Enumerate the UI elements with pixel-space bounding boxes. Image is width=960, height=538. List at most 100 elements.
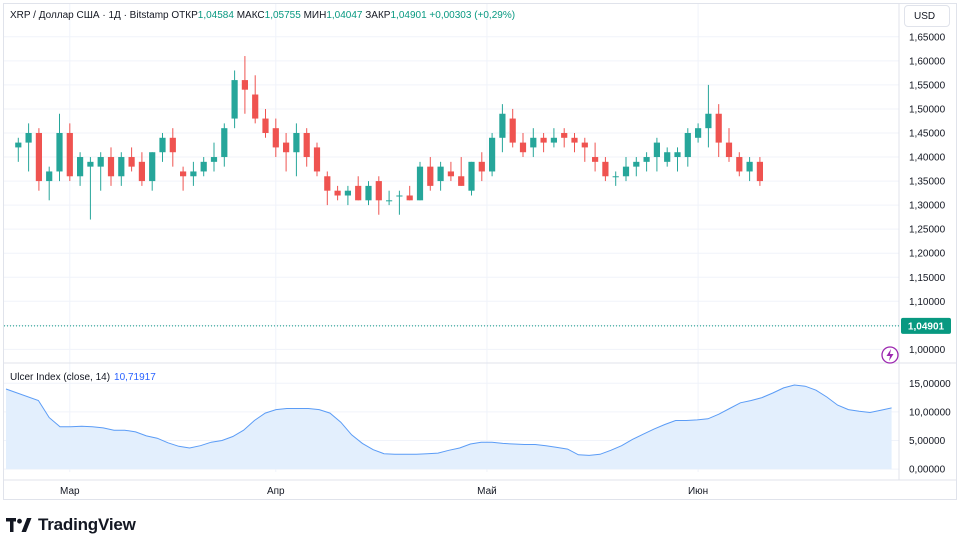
indicator-axis-tick: 15,00000 [909, 379, 951, 390]
candle-body [530, 137, 537, 148]
price-axis-tick: 1,15000 [909, 273, 946, 284]
indicator-axis-tick: 0,00000 [909, 465, 946, 476]
last-price-label: 1,04901 [908, 321, 945, 332]
price-axis-tick: 1,10000 [909, 297, 946, 308]
candle-body [437, 166, 444, 182]
candle-body [128, 157, 135, 167]
candle-body [241, 80, 248, 90]
candle-body [190, 171, 197, 177]
price-axis-tick: 1,20000 [909, 249, 946, 260]
price-axis-tick: 1,40000 [909, 153, 946, 164]
candle-body [107, 157, 115, 177]
candle-body [313, 147, 321, 172]
candle-body [293, 132, 300, 153]
candle-body [468, 161, 475, 191]
candle-body [540, 137, 547, 143]
candle-body [602, 161, 609, 177]
low-value: 1,04047 [326, 10, 363, 21]
x-axis-tick: Июн [688, 486, 708, 497]
candle-body [725, 142, 733, 158]
x-axis-tick: Апр [267, 486, 285, 497]
candle-body [56, 132, 63, 172]
price-candles [15, 56, 763, 220]
indicator-name: Ulcer Index (close, 14) [10, 372, 111, 383]
candle-body [509, 118, 516, 143]
candle-body [633, 161, 640, 167]
candle-body [674, 152, 681, 158]
candle-body [664, 152, 671, 162]
candle-body [66, 132, 73, 177]
candle-body [344, 190, 351, 196]
candle-body [118, 157, 125, 177]
price-axis-tick: 1,50000 [909, 104, 946, 115]
candle-body [519, 142, 527, 153]
candle-body [622, 166, 630, 177]
candle-body [427, 166, 434, 186]
candle-body [283, 142, 290, 153]
price-axis-tick: 1,55000 [909, 80, 946, 91]
candle-body [87, 161, 94, 167]
candle-body [169, 137, 176, 153]
candle-body [550, 137, 557, 143]
indicator-value: 10,71917 [114, 372, 156, 383]
candle-body [478, 161, 485, 172]
candle-body [355, 185, 362, 201]
candle-body [231, 80, 238, 119]
axes: 1,000001,050001,100001,150001,200001,250… [4, 4, 956, 497]
candle-body [324, 176, 331, 191]
candle-body [715, 113, 722, 143]
candle-body [581, 142, 588, 148]
x-axis-tick: Май [477, 486, 497, 497]
candle-body [499, 113, 506, 138]
price-axis-tick: 1,45000 [909, 128, 946, 139]
candle-body [35, 132, 42, 182]
symbol-title[interactable]: XRP / Доллар США · 1Д · Bitstamp [10, 10, 169, 21]
tradingview-logo: TradingView [6, 515, 136, 535]
candle-body [272, 128, 279, 148]
candle-body [149, 152, 156, 182]
currency-button[interactable]: USD [904, 5, 950, 27]
candle-body [592, 157, 599, 162]
tradingview-logo-icon [6, 518, 32, 532]
candle-body [46, 171, 53, 182]
candle-body [396, 195, 403, 197]
chart-frame: 1,000001,050001,100001,150001,200001,250… [3, 3, 957, 500]
candle-body [386, 200, 393, 202]
candle-body [653, 142, 660, 158]
high-value: 1,05755 [264, 10, 301, 21]
candle-body [138, 161, 145, 182]
candle-body [375, 181, 382, 201]
indicator-axis-tick: 10,00000 [909, 407, 951, 418]
symbol-header: XRP / Доллар США · 1Д · Bitstamp ОТКР1,0… [10, 10, 515, 21]
grid-lines [4, 4, 899, 472]
alert-lightning-icon [881, 346, 899, 364]
candle-body [97, 157, 104, 167]
ulcer-index-fill [6, 385, 892, 470]
candle-body [612, 176, 619, 178]
candle-body [684, 132, 691, 158]
candle-body [334, 190, 341, 196]
price-axis-tick: 1,65000 [909, 32, 946, 43]
price-axis-tick: 1,60000 [909, 56, 946, 67]
indicator-legend[interactable]: Ulcer Index (close, 14) 10,71917 [10, 372, 156, 383]
chart-canvas[interactable]: 1,000001,050001,100001,150001,200001,250… [4, 4, 956, 499]
candle-body [561, 132, 568, 138]
candle-body [489, 137, 496, 172]
price-axis-tick: 1,35000 [909, 177, 946, 188]
candle-body [406, 195, 413, 201]
high-label: МАКС [236, 10, 265, 21]
last-price-badge [901, 317, 951, 334]
candle-body [252, 94, 259, 119]
candle-body [159, 137, 166, 153]
open-value: 1,04584 [197, 10, 234, 21]
candle-body [365, 185, 372, 201]
candle-body [25, 132, 32, 143]
price-axis-tick: 1,00000 [909, 345, 946, 356]
tradingview-wordmark: TradingView [38, 515, 136, 534]
candle-body [221, 128, 228, 158]
candle-body [200, 161, 207, 172]
price-axis-tick: 1,30000 [909, 201, 946, 212]
candle-body [705, 113, 712, 129]
candle-body [15, 142, 22, 148]
candle-body [180, 171, 187, 177]
